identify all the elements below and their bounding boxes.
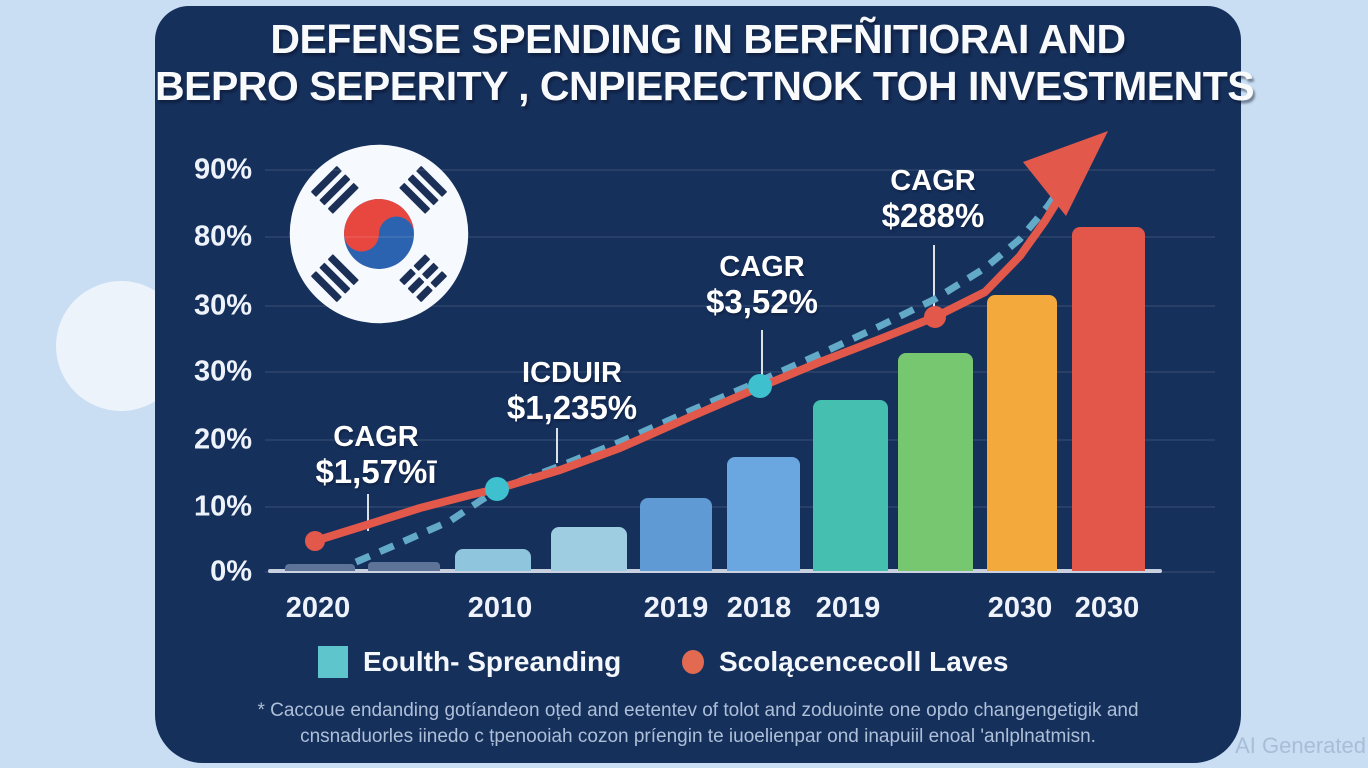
title-line-1: DEFENSE SPENDING IN BERFÑITIORAI AND (270, 16, 1126, 62)
y-axis-label: 30% (193, 289, 252, 322)
legend-label-bars: Eoulth- Spreanding (363, 646, 622, 677)
bar-3 (455, 549, 531, 571)
annotation-label: CAGR (333, 421, 419, 453)
x-axis-label: 2030 (987, 592, 1053, 624)
bar-8 (898, 353, 973, 571)
ai-generated-watermark: AI Generated (1235, 733, 1366, 758)
bar-7 (813, 400, 888, 571)
title-block: DEFENSE SPENDING IN BERFÑITIORAI AND BEP… (155, 16, 1255, 110)
footnote-line-1: * Caccoue endanding gotíandeon oțed and … (257, 700, 1139, 721)
annotation-value: $3,52% (706, 283, 818, 320)
x-axis-label: 2019 (815, 592, 881, 624)
legend-item-bars: Eoulth- Spreanding (318, 646, 621, 678)
x-axis-label: 2010 (467, 592, 533, 624)
y-axis-label: 30% (193, 355, 252, 388)
y-axis-label: 80% (193, 220, 252, 253)
title-line-2: BEPRO SEPERITY , CNPIERECTNOK TOH INVEST… (155, 63, 1255, 109)
annotation-callout: ICDUIR $1,235% (507, 356, 637, 426)
footnote-line-2: cnsnaduorles iinedo c țpenooiah cozon pr… (300, 726, 1096, 747)
gridline (265, 571, 1215, 573)
legend-square-swatch (318, 646, 348, 678)
legend-label-line: Scolącencecoll Laves (719, 646, 1009, 677)
annotation-callout: CAGR $1,57%ī (315, 420, 436, 490)
annotation-callout: CAGR $3,52% (706, 250, 818, 320)
bar-1 (285, 564, 355, 571)
annotation-label: ICDUIR (522, 357, 622, 389)
x-axis-label: 2030 (1074, 592, 1140, 624)
y-axis-label: 10% (193, 490, 252, 523)
legend-item-line: Scolącencecoll Laves (682, 646, 1009, 678)
annotation-callout: CAGR $288% (882, 164, 985, 234)
x-axis-label: 2018 (726, 592, 792, 624)
y-axis-label: 90% (193, 153, 252, 186)
x-axis-label: 2019 (643, 592, 709, 624)
x-axis-line (268, 569, 1162, 573)
y-axis-label: 20% (193, 423, 252, 456)
bar-2 (368, 562, 440, 571)
bar-9 (987, 295, 1057, 571)
y-axis-label: 0% (210, 555, 252, 588)
bar-10 (1072, 227, 1145, 571)
bar-4 (551, 527, 627, 571)
annotation-label: CAGR (719, 251, 805, 283)
annotation-label: CAGR (890, 165, 976, 197)
legend-dot-swatch (682, 650, 704, 674)
x-axis-label: 2020 (285, 592, 351, 624)
annotation-value: $288% (881, 197, 985, 234)
bar-6 (727, 457, 800, 571)
bar-5 (640, 498, 712, 571)
gridline (265, 169, 1215, 171)
annotation-value: $1,235% (506, 389, 638, 426)
annotation-value: $1,57%ī (315, 453, 437, 490)
